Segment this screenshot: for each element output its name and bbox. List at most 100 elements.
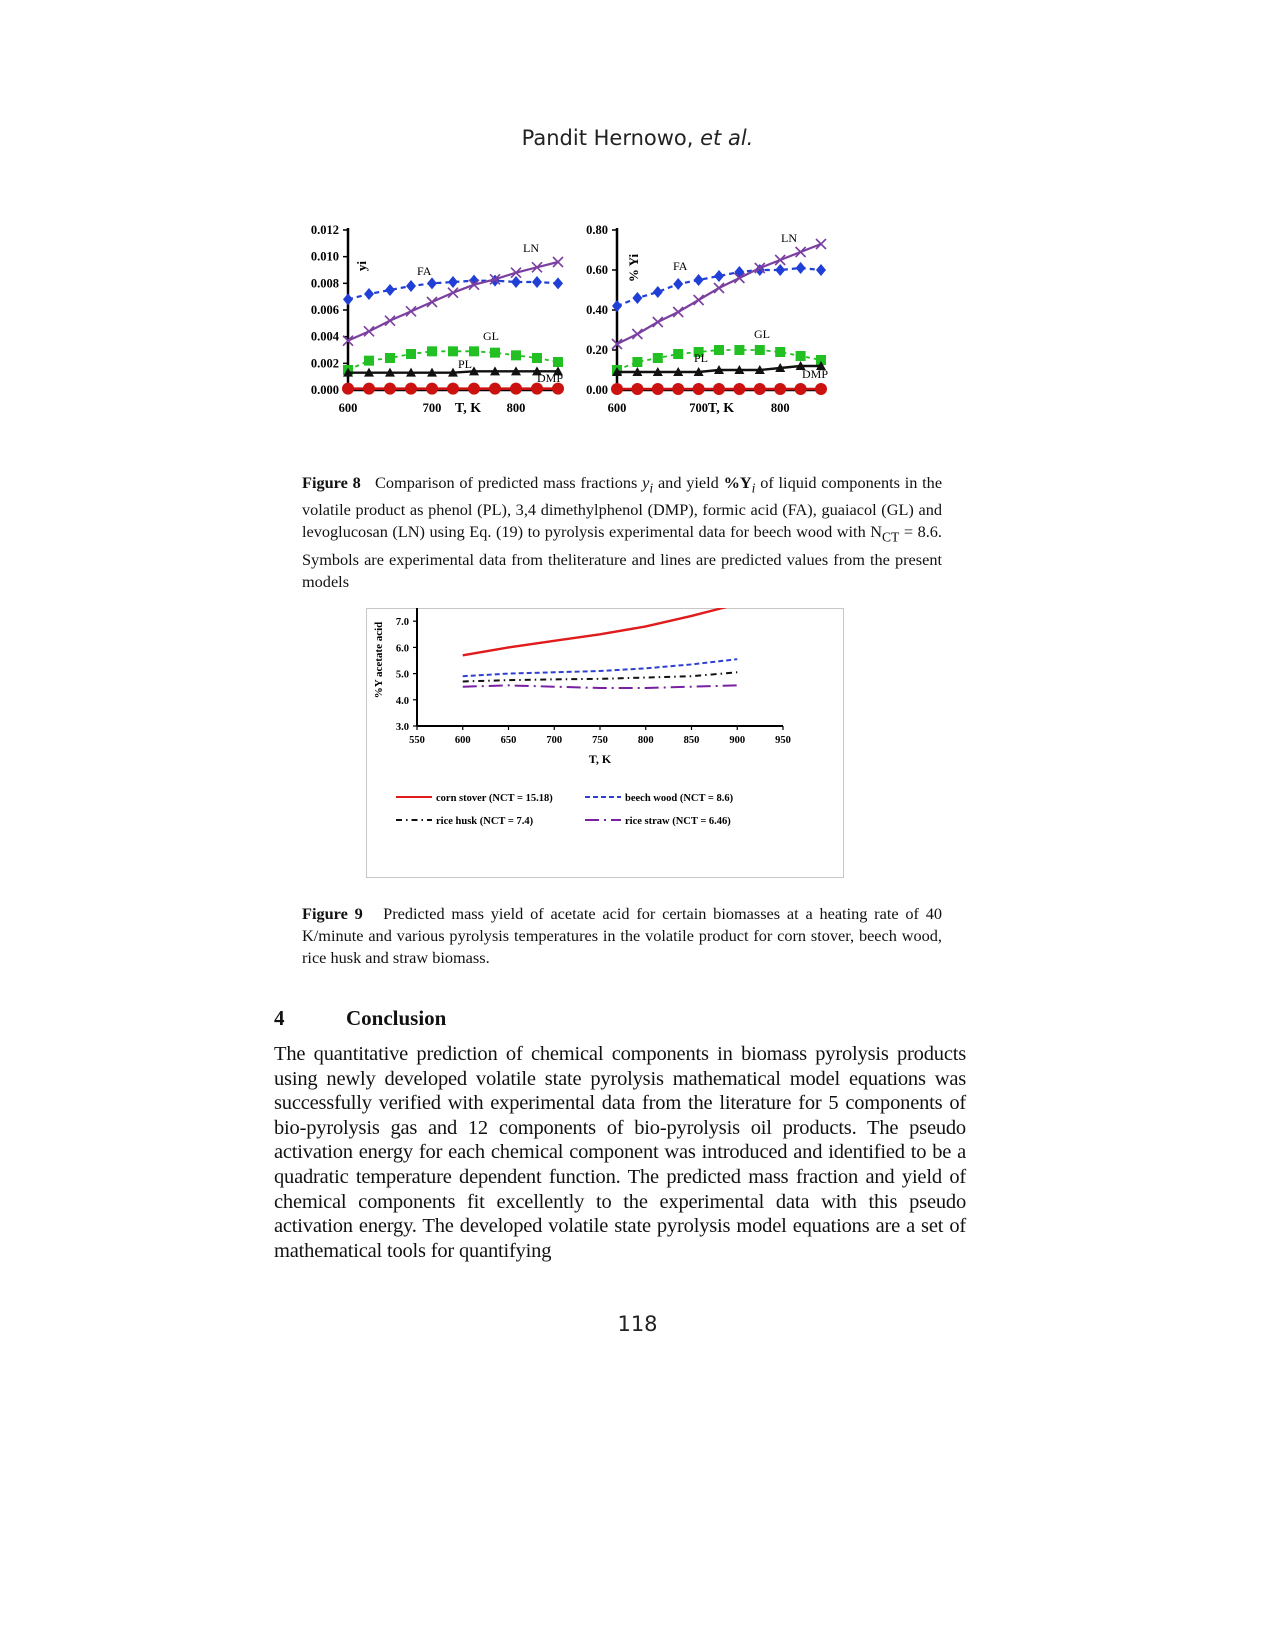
running-header: Pandit Hernowo, et al. — [0, 126, 1275, 150]
y-tick-label: 0.20 — [586, 343, 608, 357]
data-point-ln — [754, 262, 766, 274]
data-point-pl — [693, 367, 704, 376]
data-point-dmp — [468, 382, 480, 395]
figure-8-caption-part1: Comparison of predicted mass fractions — [375, 473, 638, 492]
y-tick-label: 0.010 — [311, 250, 339, 264]
data-point-pl — [427, 367, 437, 377]
data-point-gl — [364, 355, 374, 366]
data-point-ln — [342, 335, 354, 347]
data-point-fa — [343, 293, 353, 306]
series-label-ln: LN — [523, 241, 539, 255]
data-point-gl — [448, 346, 458, 357]
y-axis-title: % Yi — [626, 253, 641, 282]
data-point-pl — [652, 367, 663, 376]
data-point-ln — [733, 272, 745, 284]
data-point-dmp — [753, 383, 766, 395]
data-point-ln — [672, 306, 684, 318]
series-label-gl: GL — [754, 327, 770, 341]
data-point-fa — [532, 276, 542, 288]
x-tick-label: 700 — [546, 735, 562, 746]
data-point-pl — [795, 361, 806, 370]
data-point-dmp — [531, 382, 543, 395]
y-tick-label: 7.0 — [396, 617, 409, 628]
figure-8-label: Figure 8 — [302, 473, 361, 492]
data-point-dmp — [405, 382, 417, 395]
data-point-gl — [754, 345, 765, 355]
data-point-dmp — [651, 383, 664, 395]
x-tick-label: 700 — [423, 401, 442, 415]
data-point-dmp — [611, 383, 623, 395]
data-point-ln — [510, 267, 522, 279]
data-point-gl — [795, 351, 806, 361]
y-tick-label: 0.40 — [586, 303, 608, 317]
data-point-ln — [489, 273, 501, 285]
data-point-gl — [632, 357, 643, 367]
section-number: 4 — [274, 1006, 285, 1030]
section-title: Conclusion — [346, 1006, 447, 1030]
data-point-dmp — [774, 383, 787, 395]
data-point-ln — [447, 287, 459, 299]
y-tick-label: 0.012 — [311, 223, 339, 237]
legend-label-4: rice straw (NCT = 6.46) — [625, 816, 731, 827]
series-line-ln — [347, 260, 559, 342]
symbol-Y: %Y — [723, 473, 752, 492]
y-tick-label: 6.0 — [396, 643, 409, 654]
data-point-fa — [673, 278, 684, 290]
data-point-dmp — [552, 382, 564, 395]
chart-mass-fraction: 0.000 0.002 0.004 0.006 0.008 0.010 0.012 600 70… — [311, 223, 564, 416]
data-point-ln — [611, 338, 623, 350]
data-point-dmp — [510, 382, 522, 395]
series-label-dmp: DMP — [802, 367, 828, 381]
data-point-ln — [468, 279, 480, 291]
legend-label-3: rice husk (NCT = 7.4) — [436, 816, 534, 827]
data-point-ln — [693, 294, 705, 306]
data-point-pl — [490, 366, 500, 376]
data-point-pl — [511, 366, 521, 376]
series-line-ln — [616, 242, 822, 345]
y-tick-label: 0.004 — [311, 330, 340, 344]
data-point-pl — [816, 361, 826, 370]
y-tick-label: 0.000 — [311, 383, 339, 397]
data-point-ln — [426, 296, 438, 308]
series-label-gl: GL — [483, 329, 499, 343]
data-point-dmp — [384, 382, 396, 395]
legend-label-1: corn stover (NCT = 15.18) — [436, 793, 553, 804]
data-point-fa — [714, 270, 724, 282]
data-point-ln — [795, 246, 807, 258]
section-heading: 4 Conclusion — [274, 1006, 446, 1031]
y-tick-label: 0.006 — [311, 303, 339, 317]
series-label-pl: PL — [694, 351, 708, 365]
data-point-gl — [490, 347, 500, 358]
y-tick-label: 0.002 — [311, 356, 339, 370]
data-point-ln — [531, 261, 543, 273]
data-point-ln — [774, 254, 786, 266]
symbol-Y-subscript: i — [751, 480, 756, 496]
data-point-dmp — [489, 382, 501, 395]
data-point-pl — [469, 366, 479, 376]
data-point-gl — [714, 345, 724, 355]
data-point-gl — [693, 347, 704, 357]
x-tick-label: 850 — [684, 735, 700, 746]
header-etal: et al. — [700, 126, 754, 150]
data-point-gl — [532, 353, 542, 363]
data-point-pl — [612, 367, 622, 376]
series-label-pl: PL — [458, 357, 472, 371]
series-line-4 — [462, 684, 738, 690]
data-point-pl — [632, 367, 643, 376]
data-point-gl — [406, 349, 416, 359]
data-point-pl — [775, 363, 786, 372]
data-point-ln — [363, 325, 375, 337]
data-point-pl — [673, 367, 684, 376]
data-point-fa — [448, 276, 458, 288]
figure-8-caption-and: and yield — [657, 473, 719, 492]
legend-label-2: beech wood (NCT = 8.6) — [625, 793, 734, 804]
figure-9-label: Figure 9 — [302, 904, 363, 923]
data-point-dmp — [447, 382, 459, 395]
data-point-gl — [553, 357, 563, 367]
x-tick-label: 600 — [455, 735, 471, 746]
data-point-gl — [734, 345, 745, 355]
y-tick-label: 3.0 — [396, 722, 409, 733]
data-point-fa — [490, 274, 500, 287]
data-point-pl — [754, 365, 765, 374]
data-point-dmp — [342, 382, 354, 395]
